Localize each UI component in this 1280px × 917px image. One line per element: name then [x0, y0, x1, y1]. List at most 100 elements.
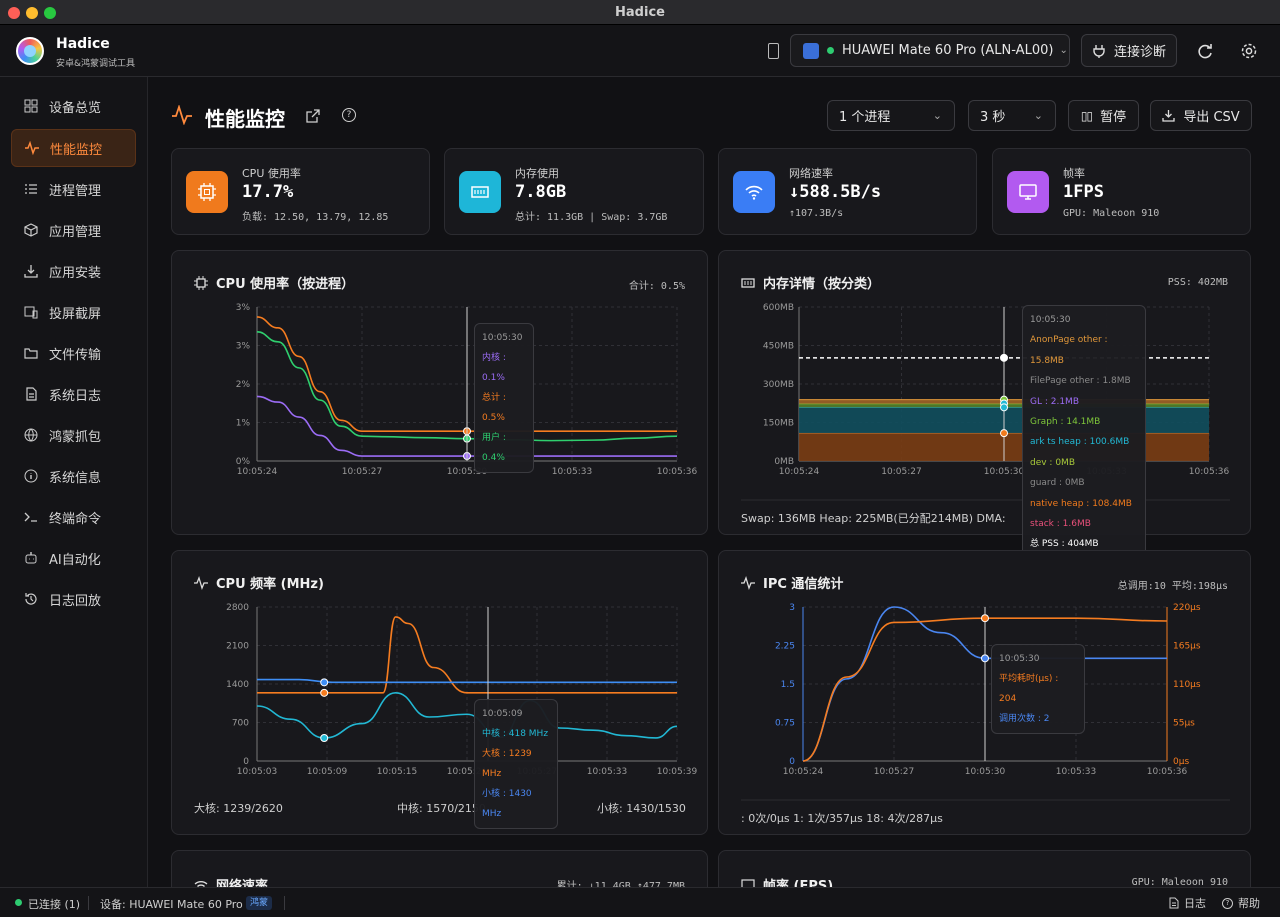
sidebar-item-capture[interactable]: 鸿蒙抓包: [11, 416, 136, 454]
tooltip-row: 内核 : 0.1%: [482, 353, 506, 383]
sidebar-item-syslog[interactable]: 系统日志: [11, 375, 136, 413]
export-csv-button[interactable]: 导出 CSV: [1150, 100, 1252, 131]
sidebar-item-replay[interactable]: 日志回放: [11, 580, 136, 618]
sidebar-item-apps[interactable]: 应用管理: [11, 211, 136, 249]
area-point: [1000, 353, 1008, 362]
document-icon: [1169, 897, 1179, 909]
activity-icon: [23, 139, 41, 157]
log-button[interactable]: 日志: [1168, 895, 1206, 911]
stat-label: CPU 使用率: [242, 167, 301, 180]
sidebar-item-label: 终端命令: [49, 511, 102, 527]
sidebar-item-performance[interactable]: 性能监控: [11, 129, 136, 167]
device-info: 设备: HUAWEI Mate 60 Pro: [100, 898, 243, 911]
panel-summary: GPU: Maleoon 910: [1131, 877, 1228, 888]
refresh-icon[interactable]: [1196, 42, 1214, 60]
gear-icon[interactable]: [1240, 42, 1258, 60]
stat-label: 帧率: [1063, 167, 1085, 180]
tooltip-row: stack : 1.6MB: [1030, 519, 1091, 530]
memory-icon: [741, 275, 755, 294]
terminal-icon: [22, 508, 40, 526]
sidebar-item-label: 投屏截屏: [49, 306, 102, 322]
sidebar-item-screen[interactable]: 投屏截屏: [11, 293, 136, 331]
stat-sub: GPU: Maleoon 910: [1063, 208, 1160, 219]
y-tick-label: 55µs: [1173, 719, 1195, 729]
help-icon: ?: [1222, 897, 1233, 909]
x-tick-label: 10:05:30: [965, 767, 1006, 777]
x-tick-label: 10:05:39: [657, 767, 698, 777]
stat-label: 内存使用: [515, 167, 559, 180]
y-tick-label: 0: [789, 757, 795, 767]
device-select[interactable]: HUAWEI Mate 60 Pro (ALN-AL00) ⌄: [790, 34, 1070, 67]
help-icon[interactable]: ?: [342, 108, 356, 122]
external-link-icon[interactable]: [306, 108, 320, 127]
connection-diagnose-button[interactable]: 连接诊断: [1081, 34, 1177, 67]
robot-icon: [22, 549, 40, 567]
wifi-icon: [733, 171, 775, 213]
divider: [88, 896, 89, 910]
stat-value: 17.7%: [242, 182, 294, 202]
sidebar-item-terminal[interactable]: 终端命令: [11, 498, 136, 536]
app-name: Hadice: [56, 36, 110, 52]
sidebar-item-label: 文件传输: [49, 347, 102, 363]
sidebar-item-overview[interactable]: 设备总览: [11, 87, 136, 125]
process-select[interactable]: 1 个进程 ⌄: [827, 100, 955, 131]
panel-summary: 总调用:10 平均:198µs: [1117, 581, 1228, 592]
chevron-down-icon: ⌄: [1033, 109, 1043, 122]
pause-button[interactable]: ▯▯ 暂停: [1068, 100, 1139, 131]
activity-icon: [171, 104, 193, 129]
x-tick-label: 10:05:27: [874, 767, 914, 777]
pause-icon: ▯▯: [1080, 108, 1093, 123]
help-label: 帮助: [1238, 897, 1260, 910]
sidebar-item-label: 应用安装: [49, 265, 102, 281]
y-tick-label: 0.75: [775, 719, 795, 729]
sidebar-item-process[interactable]: 进程管理: [11, 170, 136, 208]
sidebar-item-label: 性能监控: [50, 142, 103, 158]
window-titlebar: Hadice: [0, 0, 1280, 25]
x-tick-label: 10:05:24: [237, 467, 278, 477]
y-tick-label: 0%: [236, 457, 251, 467]
help-button[interactable]: ? 帮助: [1222, 895, 1260, 911]
sidebar-item-install[interactable]: 应用安装: [11, 252, 136, 290]
memory-detail-panel: 内存详情（按分类） PSS: 402MB 600MB 450MB 300MB 150M…: [718, 250, 1251, 560]
x-tick-label: 10:05:24: [783, 767, 824, 777]
cpu-chip-icon: [194, 275, 208, 294]
interval-select[interactable]: 3 秒 ⌄: [968, 100, 1056, 131]
stat-value: ↓588.5B/s: [789, 182, 882, 202]
tooltip-row: ark ts heap : 100.6MB: [1030, 437, 1130, 448]
tooltip-time: 10:05:09: [482, 709, 523, 719]
cpu-frequency-chart: 2800 2100 1400 700 010:05:03 10:05:09 10:05:15…: [226, 603, 698, 777]
sidebar-item-files[interactable]: 文件传输: [11, 334, 136, 372]
diagnose-label: 连接诊断: [1113, 45, 1166, 60]
tooltip-row: GL : 2.1MB: [1030, 396, 1079, 407]
harmony-badge: 鸿蒙: [246, 896, 273, 910]
log-label: 日志: [1184, 897, 1206, 910]
sidebar-item-sysinfo[interactable]: 系统信息: [11, 457, 136, 495]
series-line-用户: [256, 331, 678, 442]
x-tick-label: 10:05:36: [1147, 767, 1188, 777]
close-window-button[interactable]: [8, 7, 20, 19]
stat-value: 7.8GB: [515, 182, 567, 202]
sidebar-item-ai[interactable]: AI自动化: [11, 539, 136, 577]
monitor-icon: [1007, 171, 1049, 213]
stat-label: 网络速率: [789, 167, 833, 180]
series-point: [981, 654, 989, 663]
maximize-window-button[interactable]: [44, 7, 56, 19]
divider: [284, 896, 285, 910]
stat-sub: 总计: 11.3GB | Swap: 3.7GB: [515, 212, 668, 223]
y-tick-label: 3: [789, 603, 795, 613]
y-tick-label: 1400: [226, 680, 249, 690]
stat-card-fps: 帧率 1FPS GPU: Maleoon 910: [992, 148, 1251, 235]
stat-card-network: 网络速率 ↓588.5B/s ↑107.3B/s: [718, 148, 977, 235]
y-tick-label: 0MB: [774, 457, 794, 467]
tooltip-row: 用户 : 0.4%: [482, 433, 506, 463]
stat-value: 1FPS: [1063, 182, 1104, 202]
panel-title: CPU 频率 (MHz): [216, 577, 324, 592]
y-tick-label: 110µs: [1173, 680, 1201, 690]
x-tick-label: 10:05:30: [984, 467, 1025, 477]
minimize-window-button[interactable]: [26, 7, 38, 19]
y-tick-label: 165µs: [1173, 642, 1201, 652]
tooltip-row: 大核 : 1239 MHz: [482, 749, 532, 779]
stat-sub: ↑107.3B/s: [789, 208, 844, 219]
main-content: 性能监控 ? 1 个进程 ⌄ 3 秒 ⌄ ▯▯ 暂停 导出 CSV CPU 使用…: [149, 77, 1280, 910]
